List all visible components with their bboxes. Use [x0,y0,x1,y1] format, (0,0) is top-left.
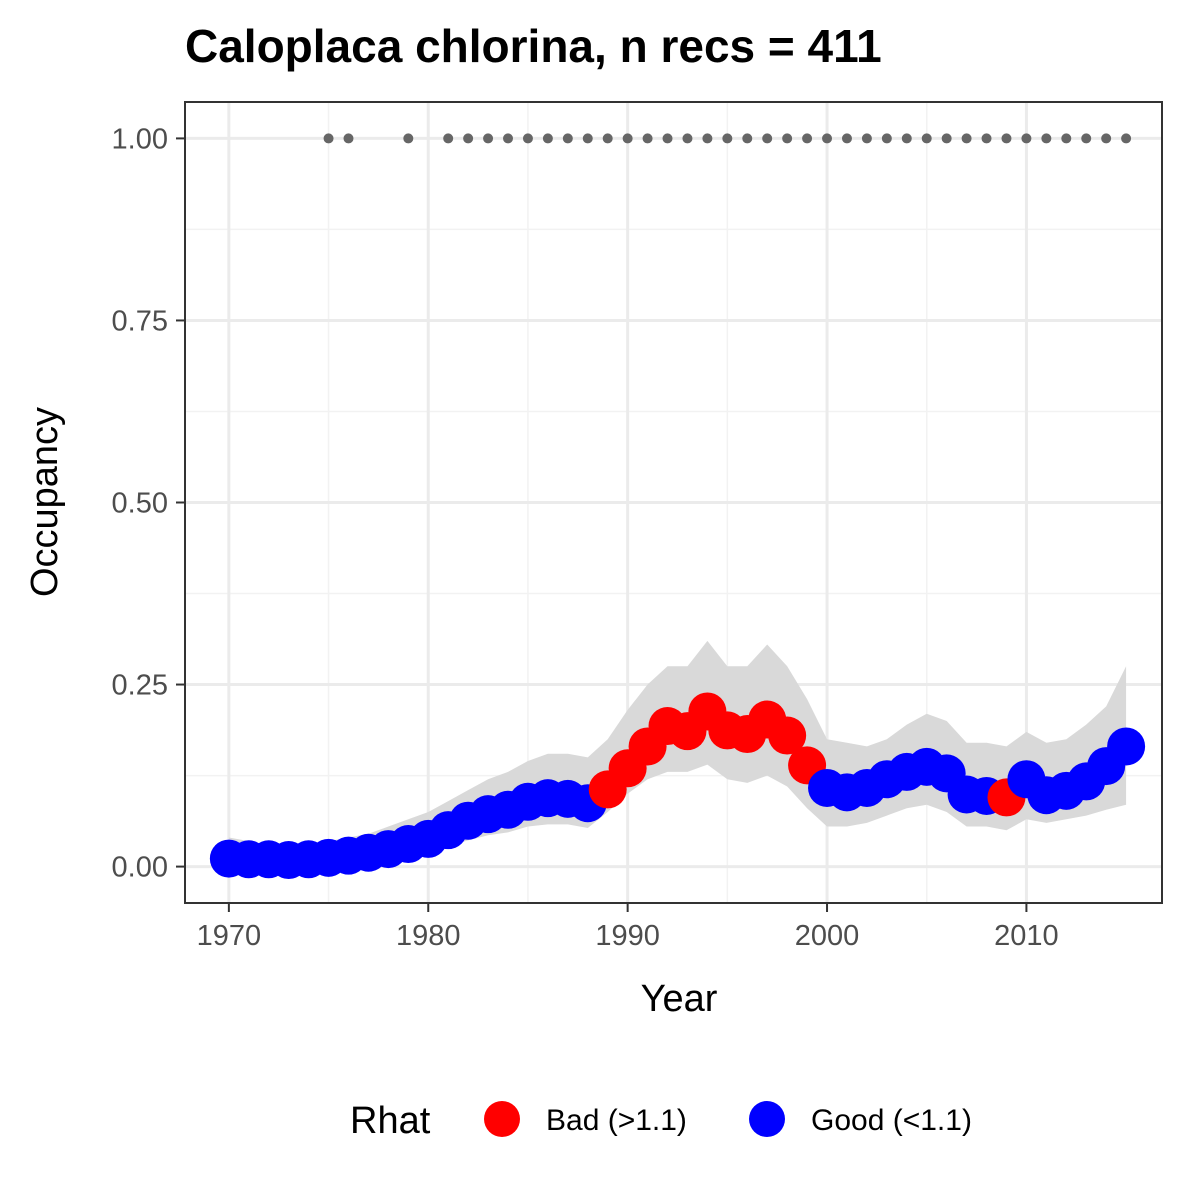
record-point [1001,133,1012,144]
record-point [961,133,972,144]
record-point [841,133,852,144]
record-point [403,133,414,144]
legend-title: Rhat [350,1100,431,1142]
legend-key-bad [484,1101,520,1137]
occupancy-point-good [1107,727,1146,766]
record-point [822,133,833,144]
x-tick-label: 2000 [795,920,860,952]
record-point [762,133,773,144]
record-point [881,133,892,144]
record-point [1101,133,1112,144]
record-points [323,133,1132,144]
record-point [602,133,613,144]
y-tick-label: 1.00 [112,123,168,155]
record-point [921,133,932,144]
record-point [542,133,553,144]
record-point [622,133,633,144]
x-axis-title: Year [641,978,718,1020]
legend-label-good: Good (<1.1) [811,1104,972,1137]
occupancy-points [209,692,1146,880]
record-point [443,133,454,144]
record-point [662,133,673,144]
x-axis-ticks: 1970 1980 1990 2000 2010 [197,903,1059,952]
record-point [1061,133,1072,144]
record-point [981,133,992,144]
record-point [323,133,334,144]
record-point [503,133,514,144]
record-point [682,133,693,144]
record-point [742,133,753,144]
x-tick-label: 2010 [994,920,1059,952]
record-point [782,133,793,144]
y-tick-label: 0.75 [112,305,168,337]
record-point [642,133,653,144]
y-axis-title: Occupancy [24,407,66,597]
y-tick-label: 0.00 [112,852,168,884]
record-point [562,133,573,144]
legend: Rhat Bad (>1.1) Good (<1.1) [350,1100,972,1142]
record-point [582,133,593,144]
record-point [1081,133,1092,144]
record-point [483,133,494,144]
record-point [702,133,713,144]
occupancy-point-bad [768,716,807,755]
record-point [463,133,474,144]
record-point [941,133,952,144]
y-tick-label: 0.50 [112,488,168,520]
x-tick-label: 1980 [396,920,461,952]
x-tick-label: 1970 [197,920,262,952]
y-tick-label: 0.25 [112,670,168,702]
legend-label-bad: Bad (>1.1) [546,1104,687,1137]
plot-area [184,101,1163,904]
record-point [802,133,813,144]
record-point [901,133,912,144]
record-point [522,133,533,144]
x-tick-label: 1990 [595,920,660,952]
legend-key-good [749,1101,785,1137]
record-point [343,133,354,144]
chart-title: Caloplaca chlorina, n recs = 411 [185,20,882,72]
record-point [1121,133,1132,144]
record-point [1021,133,1032,144]
y-axis-ticks: 0.00 0.25 0.50 0.75 1.00 [112,123,185,884]
record-point [861,133,872,144]
record-point [722,133,733,144]
record-point [1041,133,1052,144]
